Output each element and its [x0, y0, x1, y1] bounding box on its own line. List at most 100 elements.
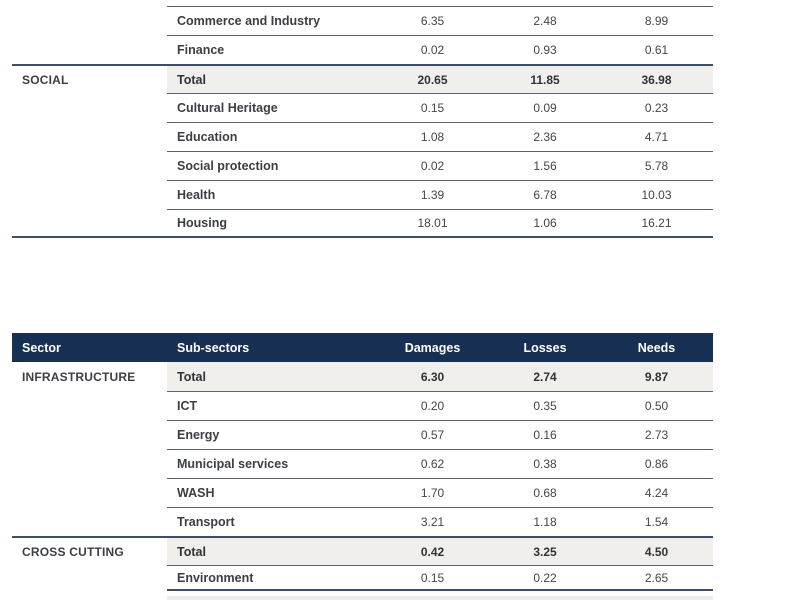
damages-value: 0.57 — [375, 420, 490, 449]
needs-value: 0.50 — [600, 391, 713, 420]
sector-label — [12, 180, 167, 209]
section-total-row: SOCIAL Total 20.65 11.85 36.98 — [12, 64, 713, 93]
damages-value: 3.21 — [375, 507, 490, 536]
needs-value: 2.73 — [600, 420, 713, 449]
losses-value: 2.74 — [490, 362, 600, 391]
damages-value: 6.35 — [375, 6, 490, 35]
losses-value: 0.68 — [490, 478, 600, 507]
subsector-row: WASH 1.70 0.68 4.24 — [12, 478, 713, 507]
sector-label — [12, 420, 167, 449]
subsector-label: Health — [167, 180, 375, 209]
sector-label — [12, 6, 167, 35]
damages-value: 6.30 — [375, 362, 490, 391]
subsector-label: WASH — [167, 478, 375, 507]
losses-value: 0.93 — [490, 35, 600, 64]
damages-losses-needs-table-partial: Commerce and Industry 6.35 2.48 8.99 Finance… — [12, 6, 713, 238]
sector-label: INFRASTRUCTURE — [12, 362, 167, 391]
subsector-label: ICT — [167, 391, 375, 420]
clipped-next-row-strip — [167, 596, 713, 600]
subsector-row: Cultural Heritage 0.15 0.09 0.23 — [12, 93, 713, 122]
needs-value: 1.54 — [600, 507, 713, 536]
needs-value: 5.78 — [600, 151, 713, 180]
losses-value: 6.78 — [490, 180, 600, 209]
damages-value: 20.65 — [375, 64, 490, 93]
sector-label — [12, 391, 167, 420]
subsector-row: ICT 0.20 0.35 0.50 — [12, 391, 713, 420]
losses-value: 0.35 — [490, 391, 600, 420]
losses-value: 11.85 — [490, 64, 600, 93]
damages-value: 18.01 — [375, 209, 490, 238]
losses-value: 0.09 — [490, 93, 600, 122]
needs-value: 10.03 — [600, 180, 713, 209]
col-header-losses: Losses — [490, 333, 600, 362]
subsector-label: Finance — [167, 35, 375, 64]
losses-value: 3.25 — [490, 536, 600, 565]
sector-label — [12, 93, 167, 122]
subsector-row: Education 1.08 2.36 4.71 — [12, 122, 713, 151]
needs-value: 9.87 — [600, 362, 713, 391]
losses-value: 1.18 — [490, 507, 600, 536]
needs-value: 4.24 — [600, 478, 713, 507]
subsector-row: Social protection 0.02 1.56 5.78 — [12, 151, 713, 180]
sector-label — [12, 35, 167, 64]
damages-value: 0.15 — [375, 565, 490, 591]
needs-value: 36.98 — [600, 64, 713, 93]
subsector-label: Social protection — [167, 151, 375, 180]
needs-value: 0.86 — [600, 449, 713, 478]
subsector-label: Education — [167, 122, 375, 151]
col-header-needs: Needs — [600, 333, 713, 362]
sector-label: SOCIAL — [12, 64, 167, 93]
sector-label — [12, 507, 167, 536]
col-header-damages: Damages — [375, 333, 490, 362]
subsector-label: Environment — [167, 565, 375, 591]
needs-value: 0.23 — [600, 93, 713, 122]
losses-value: 1.06 — [490, 209, 600, 238]
col-header-sub-sectors: Sub-sectors — [167, 333, 375, 362]
subsector-label: Total — [167, 362, 375, 391]
subsector-row: Health 1.39 6.78 10.03 — [12, 180, 713, 209]
damages-value: 1.70 — [375, 478, 490, 507]
losses-value: 0.22 — [490, 565, 600, 591]
damages-value: 1.39 — [375, 180, 490, 209]
losses-value: 2.36 — [490, 122, 600, 151]
subsector-label: Total — [167, 64, 375, 93]
subsector-row: Environment 0.15 0.22 2.65 — [12, 565, 713, 591]
losses-value: 0.38 — [490, 449, 600, 478]
needs-value: 4.50 — [600, 536, 713, 565]
needs-value: 16.21 — [600, 209, 713, 238]
damages-value: 0.02 — [375, 35, 490, 64]
subsector-row: Commerce and Industry 6.35 2.48 8.99 — [12, 6, 713, 35]
sector-label — [12, 449, 167, 478]
subsector-row: Finance 0.02 0.93 0.61 — [12, 35, 713, 64]
subsector-row: Transport 3.21 1.18 1.54 — [12, 507, 713, 536]
losses-value: 2.48 — [490, 6, 600, 35]
subsector-label: Energy — [167, 420, 375, 449]
damages-value: 0.15 — [375, 93, 490, 122]
section-total-row: INFRASTRUCTURE Total 6.30 2.74 9.87 — [12, 362, 713, 391]
assessment-table-top-partial: Commerce and Industry 6.35 2.48 8.99 Finance… — [12, 6, 713, 238]
losses-value: 1.56 — [490, 151, 600, 180]
sector-label — [12, 565, 167, 591]
sector-label — [12, 122, 167, 151]
sector-label: CROSS CUTTING — [12, 536, 167, 565]
subsector-label: Commerce and Industry — [167, 6, 375, 35]
sector-label — [12, 478, 167, 507]
col-header-sector: Sector — [12, 333, 167, 362]
needs-value: 0.61 — [600, 35, 713, 64]
subsector-label: Total — [167, 536, 375, 565]
subsector-row: Energy 0.57 0.16 2.73 — [12, 420, 713, 449]
losses-value: 0.16 — [490, 420, 600, 449]
subsector-row: Housing 18.01 1.06 16.21 — [12, 209, 713, 238]
needs-value: 2.65 — [600, 565, 713, 591]
sector-label — [12, 209, 167, 238]
table-header-row: Sector Sub-sectors Damages Losses Needs — [12, 333, 713, 362]
needs-value: 8.99 — [600, 6, 713, 35]
subsector-label: Transport — [167, 507, 375, 536]
section-total-row: CROSS CUTTING Total 0.42 3.25 4.50 — [12, 536, 713, 565]
damages-value: 1.08 — [375, 122, 490, 151]
damages-value: 0.42 — [375, 536, 490, 565]
damages-value: 0.20 — [375, 391, 490, 420]
damages-value: 0.62 — [375, 449, 490, 478]
subsector-label: Housing — [167, 209, 375, 238]
